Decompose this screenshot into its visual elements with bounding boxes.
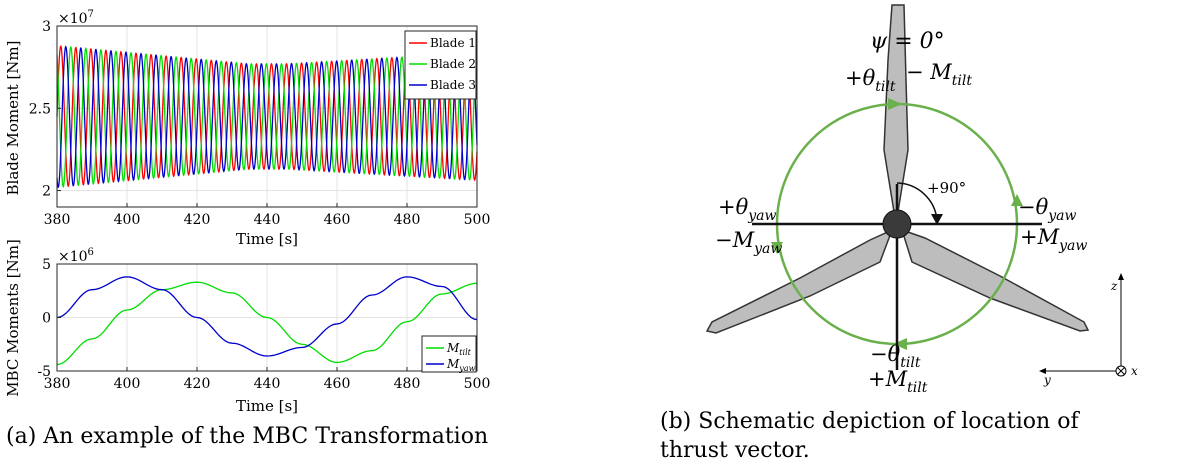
series-line: [56, 45, 478, 189]
x-tick-label: 500: [464, 376, 491, 392]
y-axis-label-top: Blade Moment [Nm]: [4, 40, 22, 195]
top-theta-label: +θtilt: [845, 66, 896, 95]
x-tick-label: 460: [324, 376, 351, 392]
ticks-top: 380 400 420 440 460 480 500 2 2.5 3: [29, 19, 491, 228]
caption-b-line2: thrust vector.: [660, 438, 810, 463]
legend-entry: Myaw: [446, 357, 476, 373]
x-axis-label-bottom: Time [s]: [236, 397, 298, 415]
axis-x-label: x: [1131, 364, 1138, 378]
y-tick-label: 3: [42, 19, 51, 35]
x-tick-label: 440: [254, 212, 281, 228]
x-axis-label-top: Time [s]: [236, 230, 298, 248]
x-tick-label: 480: [394, 212, 421, 228]
y-tick-label: -5: [37, 364, 51, 380]
arrow-right: [1011, 194, 1023, 206]
legend-entry: Mtilt: [446, 341, 472, 357]
left-theta-label: +θyaw: [718, 195, 777, 224]
psi-label: ψ = 0°: [870, 29, 945, 54]
x-tick-label: 460: [324, 212, 351, 228]
top-moment-label: − Mtilt: [906, 60, 972, 89]
angle-label: +90°: [927, 179, 966, 197]
bottom-moment-label: +Mtilt: [868, 367, 928, 396]
x-tick-label: 500: [464, 212, 491, 228]
y-tick-label: 2: [42, 184, 51, 200]
legend-entry: Blade 1: [430, 36, 476, 50]
x-tick-label: 440: [254, 376, 281, 392]
x-tick-label: 400: [114, 212, 141, 228]
blade-moment-chart: ×107 380 400 420 440 460 480 500 2 2.5 3 Blade Mo…: [4, 9, 490, 248]
blade-right: [900, 228, 1090, 332]
series-lines-bottom: [56, 276, 478, 366]
ticks-bottom: 380 400 420 440 460 480 500 -5 0 5: [37, 257, 490, 392]
x-tick-label: 380: [44, 212, 71, 228]
angle-arrowhead: [931, 214, 943, 225]
arrow-top: [888, 98, 902, 110]
left-moment-label: −Myaw: [715, 228, 782, 257]
right-theta-label: −θyaw: [1018, 195, 1077, 224]
right-moment-label: +Myaw: [1020, 225, 1087, 254]
legend-entry: Blade 2: [430, 57, 476, 71]
caption-a: (a) An example of the MBC Transformation: [6, 424, 489, 449]
mbc-moments-chart: ×106 380 400 420 440 460 480 500 -5 0 5 MBC Momen…: [4, 239, 490, 415]
axis-z-label: z: [1110, 279, 1118, 293]
x-tick-label: 380: [44, 376, 71, 392]
y-tick-label: 5: [42, 257, 51, 273]
x-tick-label: 480: [394, 376, 421, 392]
arrow-left: [771, 242, 783, 254]
arrow-bottom: [893, 338, 907, 350]
exponent-label-bottom: ×106: [58, 247, 94, 265]
series-line: [56, 281, 478, 366]
hub: [882, 209, 912, 239]
axis-y-label: y: [1043, 373, 1051, 387]
legend-top: Blade 1 Blade 2 Blade 3: [404, 30, 477, 100]
coordinate-axes: z y x: [1039, 273, 1138, 387]
y-tick-label: 2.5: [29, 101, 51, 117]
caption-b-line1: (b) Schematic depiction of location of: [660, 409, 1079, 434]
legend-entry: Blade 3: [430, 78, 476, 92]
series-line: [56, 276, 478, 357]
angle-arc: [896, 182, 938, 221]
exponent-label-top: ×107: [58, 9, 94, 27]
thrust-schematic: ψ = 0° +θtilt − Mtilt +90° +θyaw −Myaw −…: [705, 4, 1138, 396]
x-tick-label: 420: [184, 376, 211, 392]
blade-top: [883, 4, 909, 225]
x-tick-label: 400: [114, 376, 141, 392]
x-tick-label: 420: [184, 212, 211, 228]
blade-left: [705, 228, 894, 334]
y-axis-label-bottom: MBC Moments [Nm]: [4, 239, 22, 397]
bottom-theta-label: −θtilt: [870, 342, 921, 371]
y-tick-label: 0: [42, 311, 51, 327]
